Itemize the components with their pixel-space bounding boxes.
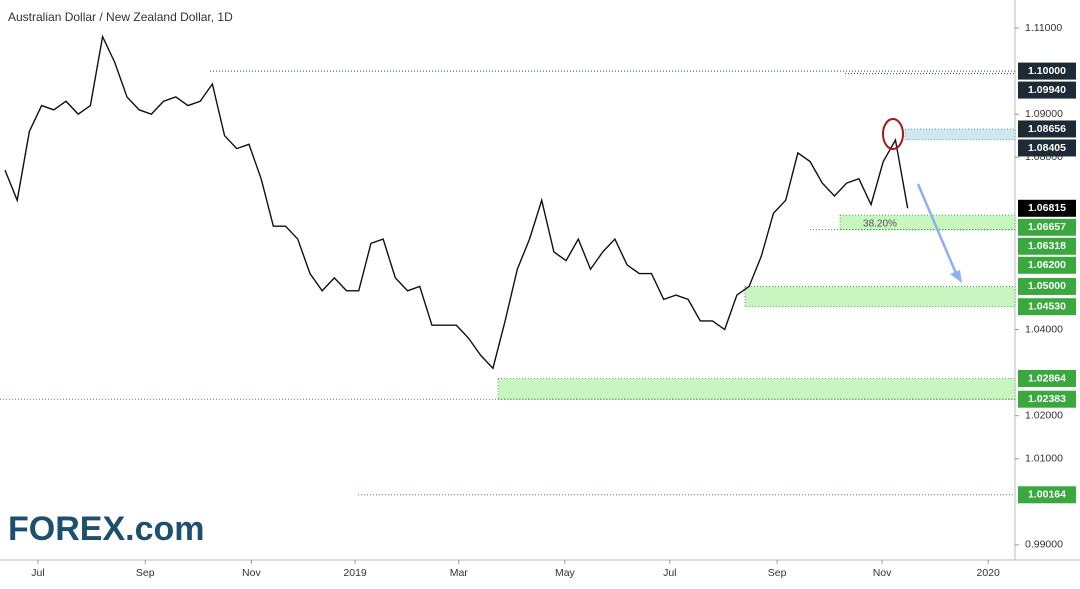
zone [839,214,1016,231]
price-label: 1.00164 [1028,489,1066,501]
highlight-circle [882,118,904,150]
y-tick-label: 1.09000 [1025,108,1063,120]
price-label: 1.10000 [1028,65,1066,77]
x-tick-label: Jul [663,567,676,579]
x-tick-label: Sep [768,567,787,579]
price-line [4,34,909,370]
x-tick-label: Sep [136,567,155,579]
price-label: 1.06318 [1028,240,1066,252]
price-label-box [1018,120,1076,138]
price-label-box [1018,390,1076,408]
price-label-box [1018,486,1076,504]
price-label-box [1018,369,1076,387]
price-label-box [1018,237,1076,255]
arrow-head [950,270,962,283]
x-tick-label: Nov [242,567,261,579]
price-label-box [1018,81,1076,99]
y-tick-label: 1.11000 [1025,22,1062,34]
price-label-box [1018,218,1076,236]
price-label-box [1018,277,1076,295]
y-tick-label: 1.02000 [1025,409,1063,421]
y-tick-label: 1.04000 [1025,323,1063,335]
x-tick-label: Jul [31,567,44,579]
price-label: 1.08405 [1028,142,1066,154]
price-label: 1.06200 [1028,259,1066,271]
zone [497,378,1016,400]
price-label: 1.06815 [1028,202,1066,214]
x-tick-label: 2019 [343,567,367,579]
x-tick-label: May [555,567,576,579]
x-tick-label: 2020 [976,567,1000,579]
price-label: 1.05000 [1028,280,1066,292]
chart-title: Australian Dollar / New Zealand Dollar, … [8,10,233,24]
price-label: 1.02864 [1028,372,1066,384]
forecast-arrow [916,183,960,279]
price-label-box [1018,199,1076,217]
price-label-box [1018,62,1076,80]
x-tick-label: Nov [873,567,892,579]
x-tick-label: Mar [450,567,469,579]
annotation: 38.20% [863,218,897,229]
price-label-box [1018,256,1076,274]
zone [904,128,1016,141]
price-label: 1.09940 [1028,84,1066,96]
y-tick-label: 0.99000 [1025,539,1063,551]
price-label: 1.08656 [1028,123,1066,135]
price-label: 1.06657 [1028,221,1066,233]
price-label: 1.02383 [1028,393,1066,405]
zone [744,286,1016,308]
logo: FOREX.com [8,510,204,548]
price-label-box [1018,139,1076,157]
price-label: 1.04530 [1028,300,1066,312]
y-tick-label: 1.01000 [1025,453,1063,465]
price-label-box [1018,298,1076,316]
